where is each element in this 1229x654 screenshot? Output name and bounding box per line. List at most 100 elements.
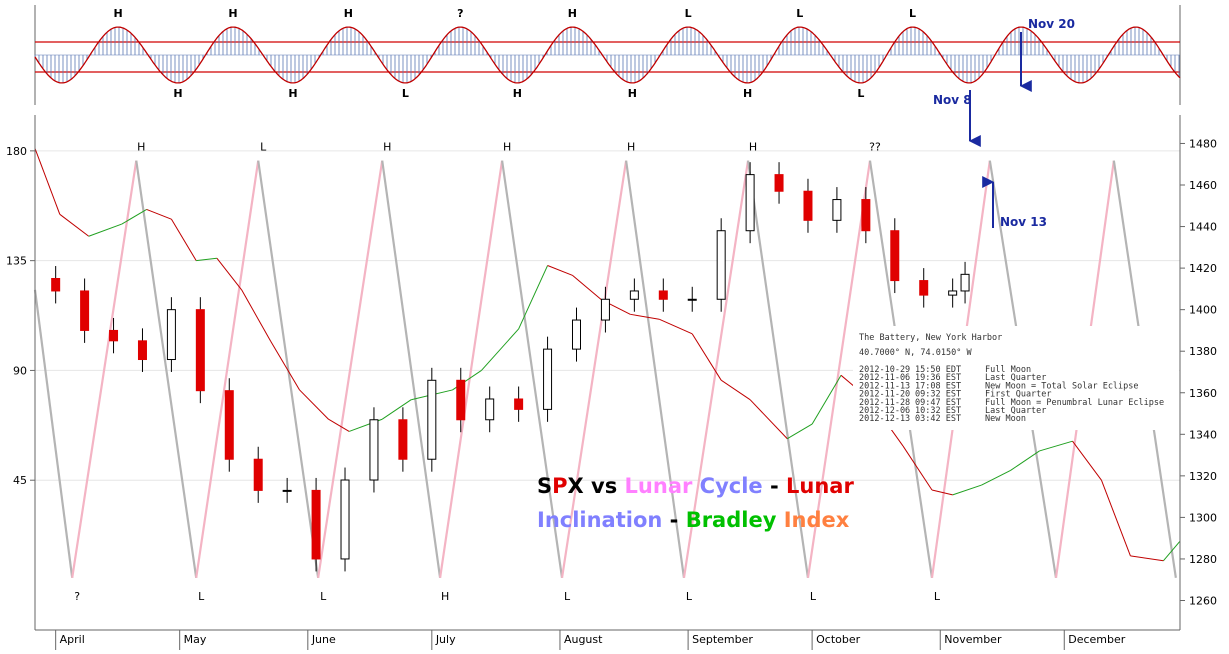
- inclination-segment: [121, 208, 147, 225]
- lunar-cycle-segment: [381, 160, 442, 578]
- y2-tick-label: 1260: [1189, 595, 1217, 608]
- candle-body: [629, 290, 639, 300]
- cycle-label: H: [383, 141, 391, 154]
- candle-body: [51, 277, 61, 292]
- inclination-segment: [1010, 450, 1040, 471]
- y-tick-label: 90: [13, 364, 27, 377]
- candle-body: [803, 190, 813, 221]
- wave-label: H: [113, 7, 122, 20]
- candle-body: [137, 340, 147, 361]
- inclination-segment: [170, 218, 197, 261]
- title-part: Index: [784, 508, 850, 532]
- x-tick-label: July: [435, 633, 456, 646]
- candle-body: [166, 309, 176, 361]
- inclination-segment: [299, 389, 329, 420]
- inclination-segment: [1130, 555, 1164, 562]
- info-cell: 19:36 EST: [915, 373, 961, 383]
- chart-title: SPX vs Lunar Cycle - Lunar: [537, 474, 854, 498]
- y2-tick-label: 1460: [1189, 179, 1217, 192]
- y2-tick-label: 1400: [1189, 304, 1217, 317]
- title-part: Cycle: [700, 474, 763, 498]
- wave-label: L: [685, 7, 692, 20]
- y2-tick-label: 1340: [1189, 428, 1217, 441]
- wave-label: H: [344, 7, 353, 20]
- info-cell: Full Moon = Penumbral Lunar Eclipse: [985, 398, 1164, 408]
- wave-label: H: [628, 87, 637, 100]
- wave-label: H: [288, 87, 297, 100]
- wave-hatch: [34, 27, 1180, 83]
- candle-body: [427, 379, 437, 460]
- lunar-cycle-segment: [33, 289, 74, 578]
- info-cell: 2012-12-13: [859, 414, 910, 424]
- candle-body: [960, 273, 970, 292]
- inclination-segment: [146, 208, 172, 220]
- info-cell: Last Quarter: [985, 406, 1046, 416]
- y-tick-label: 180: [6, 145, 27, 158]
- y2-tick-label: 1280: [1189, 553, 1217, 566]
- cycle-label: L: [810, 590, 817, 603]
- info-cell: 03:42 EST: [915, 414, 961, 424]
- inclination-segment: [34, 148, 61, 215]
- inclination-segment: [547, 265, 573, 276]
- x-tick-label: December: [1068, 633, 1126, 646]
- candle-body: [543, 348, 553, 410]
- inclination-segment: [59, 213, 90, 237]
- lunar-cycle-segment: [257, 160, 320, 578]
- wave-label: H: [173, 87, 182, 100]
- x-tick-label: April: [60, 633, 85, 646]
- inclination-segment: [931, 489, 953, 496]
- lunar-cycle-segment: [806, 160, 872, 578]
- cycle-label: H: [749, 141, 757, 154]
- cycle-label: H: [441, 590, 449, 603]
- candle-body: [109, 329, 119, 342]
- info-cell: 2012-11-20: [859, 390, 910, 400]
- candle-body: [514, 398, 524, 410]
- main-panel: 45 90 135 180 1260 1280 1300 1320 1340 1360 1380 14…: [6, 137, 1217, 650]
- x-tick-label: September: [692, 633, 753, 646]
- wave-label: H: [568, 7, 577, 20]
- inclination-segment: [196, 257, 217, 262]
- cycle-label: ??: [869, 141, 881, 154]
- inclination-segment: [572, 274, 602, 301]
- x-tick-label: November: [944, 633, 1002, 646]
- title-part: Lunar: [786, 474, 854, 498]
- wave-line: [34, 26, 1181, 84]
- candle-body: [832, 199, 842, 221]
- wave-label: H: [228, 7, 237, 20]
- lunar-cycle-segment: [625, 160, 686, 578]
- x-tick-label: June: [311, 633, 336, 646]
- candle-body: [716, 230, 726, 300]
- x-tick-label: October: [816, 633, 860, 646]
- inclination-segment: [691, 333, 722, 381]
- info-cell: New Moon: [985, 414, 1026, 424]
- title-part: Lunar: [625, 474, 700, 498]
- x-tick-label: August: [564, 633, 603, 646]
- y2-tick-label: 1360: [1189, 387, 1217, 400]
- wave-label: L: [796, 7, 803, 20]
- inclination-segment: [902, 445, 933, 491]
- candle-body: [456, 379, 466, 421]
- lunar-cycle-segment: [195, 160, 260, 578]
- lunar-cycle-segment: [317, 160, 384, 578]
- title-part: X: [568, 474, 584, 498]
- info-cell: 09:47 EST: [915, 398, 961, 408]
- cycle-label: L: [934, 590, 941, 603]
- candle-body: [80, 290, 90, 331]
- top-panel: H H H H H L? H H H L H L L L: [34, 7, 1181, 100]
- title-part: -: [662, 508, 685, 532]
- inclination-segment: [1072, 440, 1102, 481]
- candle-body: [658, 290, 668, 300]
- candle-body: [948, 290, 958, 296]
- candle-body: [890, 230, 900, 282]
- info-cell: 10:32 EST: [915, 406, 961, 416]
- y2-tick-label: 1420: [1189, 262, 1217, 275]
- annotation: Nov 8: [933, 93, 972, 107]
- lunar-cycle-segment: [135, 160, 198, 578]
- wave-label: H: [743, 87, 752, 100]
- inclination-segment: [952, 484, 982, 496]
- x-tick-label: May: [184, 633, 207, 646]
- title-part: S: [537, 474, 552, 498]
- candle-body: [311, 489, 321, 560]
- candle-body: [745, 174, 755, 232]
